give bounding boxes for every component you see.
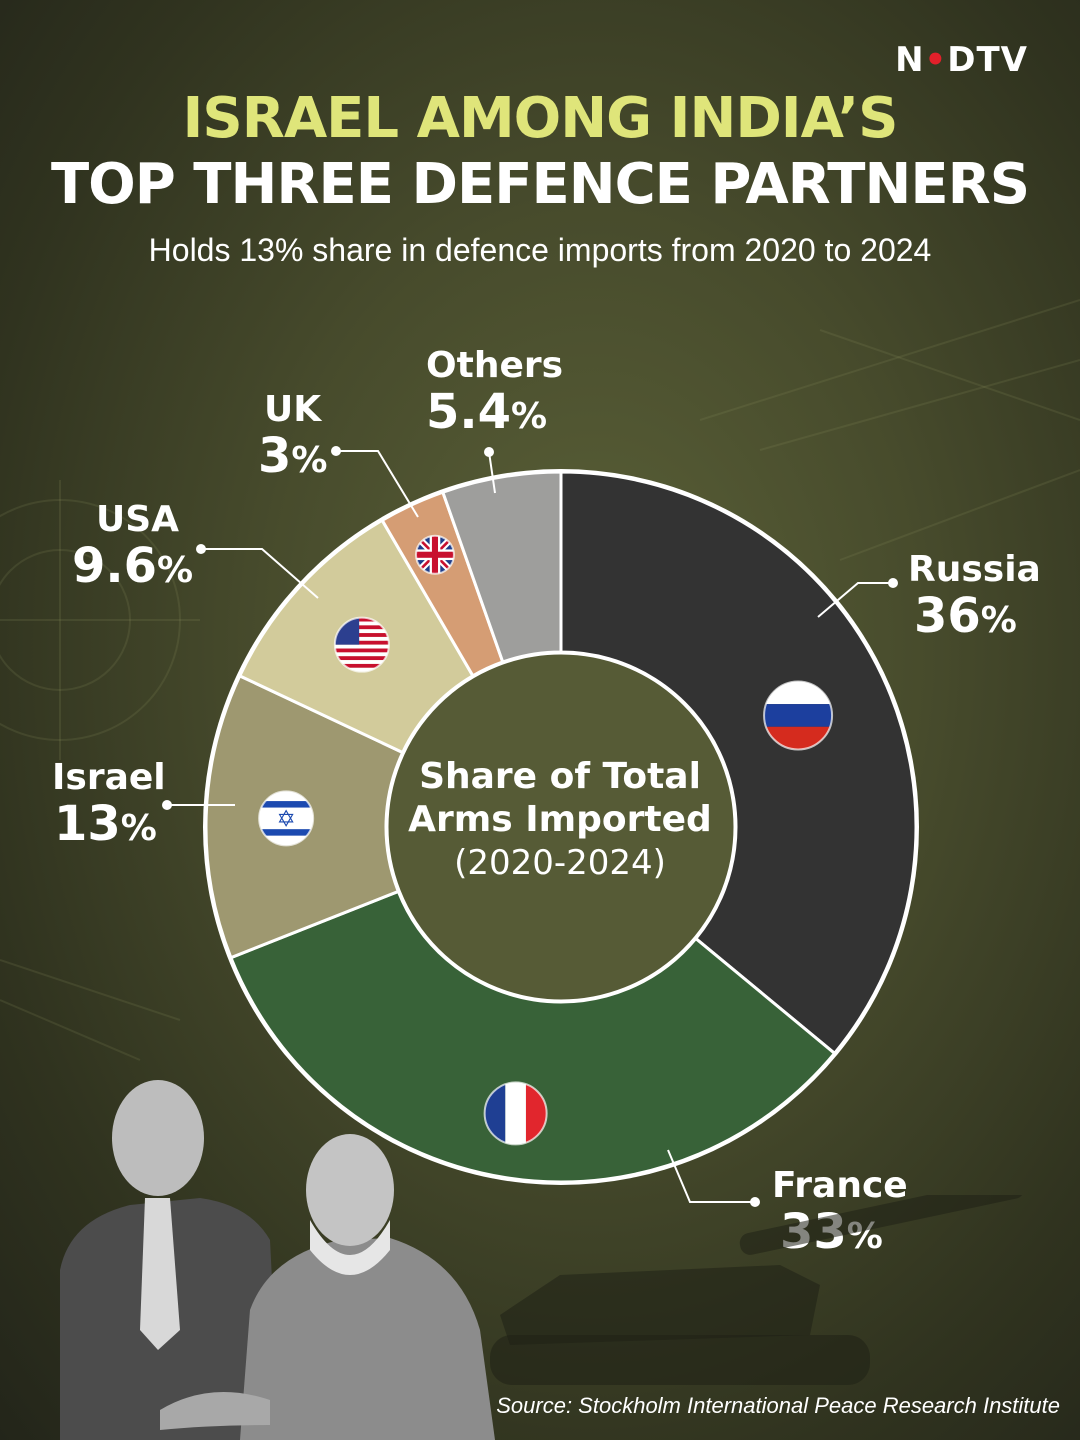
- label-uk-name: UK: [264, 389, 322, 430]
- leader-dot-usa: [196, 544, 206, 554]
- leader-israel: [162, 800, 235, 810]
- center-title-1: Share of Total: [419, 756, 701, 797]
- usa-flag-icon: [333, 616, 390, 673]
- label-others: Others 5.4%: [426, 345, 564, 440]
- label-uk-value: 3%: [258, 428, 328, 484]
- donut-hole: [385, 651, 737, 1003]
- headline-line-1: ISRAEL AMONG INDIA’S: [182, 86, 899, 151]
- label-israel-name: Israel: [52, 757, 166, 798]
- source-note: Source: Stockholm International Peace Re…: [496, 1393, 1060, 1418]
- uk-flag-icon: [414, 534, 455, 575]
- label-france-name: France: [772, 1165, 908, 1206]
- leader-line-others: [488, 451, 496, 494]
- label-uk: UK 3%: [258, 389, 328, 484]
- label-usa-value: 9.6%: [72, 538, 194, 594]
- leader-dot-uk: [331, 446, 341, 456]
- leader-dot-israel: [162, 800, 172, 810]
- leader-line-france: [667, 1149, 755, 1203]
- leader-dot-russia: [888, 578, 898, 588]
- svg-text:✡: ✡: [277, 806, 296, 832]
- leader-others: [484, 447, 496, 494]
- center-range: (2020-2024): [454, 843, 666, 884]
- leader-line-russia: [817, 582, 893, 618]
- leaders-photo: [60, 1080, 495, 1440]
- label-israel: Israel 13%: [52, 757, 166, 852]
- headline-line-2: TOP THREE DEFENCE PARTNERS: [50, 152, 1030, 217]
- label-russia-value: 36%: [914, 588, 1017, 644]
- label-usa: USA 9.6%: [72, 499, 194, 594]
- label-usa-name: USA: [96, 499, 180, 540]
- label-russia: Russia 36%: [908, 549, 1041, 644]
- russia-flag-icon: [763, 680, 834, 751]
- ndtv-logo: N•DTV: [895, 40, 1028, 80]
- israel-flag-icon: ✡: [258, 790, 315, 847]
- label-others-name: Others: [426, 345, 564, 386]
- leader-russia: [817, 578, 898, 618]
- subtitle: Holds 13% share in defence imports from …: [148, 232, 932, 268]
- leader-line-uk: [336, 450, 419, 518]
- leader-dot-others: [484, 447, 494, 457]
- tank-silhouette: [490, 1195, 1025, 1385]
- leader-france: [667, 1149, 760, 1207]
- label-russia-name: Russia: [908, 549, 1041, 590]
- label-israel-value: 13%: [54, 796, 157, 852]
- france-flag-icon: [483, 1081, 548, 1146]
- leader-usa: [196, 544, 319, 599]
- leader-dot-france: [750, 1197, 760, 1207]
- label-others-value: 5.4%: [426, 384, 548, 440]
- center-title-2: Arms Imported: [408, 799, 712, 841]
- leader-uk: [331, 446, 419, 518]
- chart-center-label: Share of Total Arms Imported (2020-2024): [385, 755, 735, 886]
- leader-line-usa: [201, 548, 319, 599]
